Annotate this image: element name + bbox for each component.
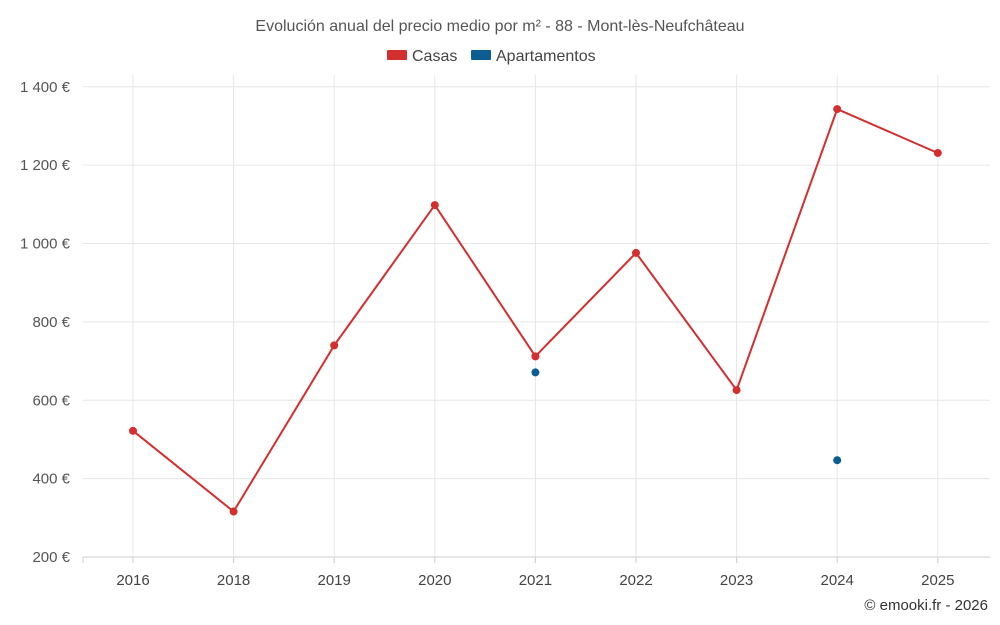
y-tick-label: 1 200 € (20, 157, 71, 174)
y-tick-label: 200 € (32, 549, 70, 566)
legend-label-casas: Casas (412, 48, 457, 65)
data-point-apartamentos[interactable] (833, 456, 842, 465)
y-tick-label: 600 € (32, 392, 70, 409)
x-axis-ticks: 2016 2018 2019 2020 2021 2022 2023 2024 2025 (82, 557, 954, 589)
x-tick-label: 2024 (821, 572, 854, 589)
grid (83, 75, 990, 558)
legend: Casas Apartamentos (387, 48, 596, 65)
y-tick-label: 800 € (32, 314, 70, 331)
y-tick-label: 1 000 € (20, 236, 71, 253)
y-axis-ticks: 200 € 400 € 600 € 800 € 1 000 € 1 200 € 1 400 … (20, 79, 71, 566)
x-tick-label: 2019 (318, 572, 351, 589)
data-point-casas[interactable] (833, 105, 842, 114)
series-casas (129, 105, 942, 516)
x-tick-label: 2018 (217, 572, 250, 589)
data-point-casas[interactable] (933, 148, 942, 157)
x-tick-label: 2020 (418, 572, 451, 589)
legend-item-apartamentos[interactable]: Apartamentos (471, 48, 596, 65)
x-tick-label: 2016 (116, 572, 149, 589)
data-point-casas[interactable] (732, 386, 741, 395)
series (129, 105, 942, 516)
legend-swatch-apartamentos (471, 50, 491, 60)
x-tick-label: 2023 (720, 572, 753, 589)
data-point-casas[interactable] (531, 352, 540, 361)
data-point-apartamentos[interactable] (531, 368, 540, 377)
data-point-casas[interactable] (430, 201, 439, 210)
credit-text: © emooki.fr - 2026 (864, 597, 988, 614)
x-tick-label: 2021 (519, 572, 552, 589)
legend-item-casas[interactable]: Casas (387, 48, 457, 65)
legend-swatch-casas (387, 50, 407, 60)
chart-title: Evolución anual del precio medio por m² … (255, 18, 744, 35)
data-point-casas[interactable] (229, 507, 238, 516)
data-point-casas[interactable] (330, 341, 339, 350)
series-apartamentos (531, 368, 842, 465)
y-tick-label: 400 € (32, 471, 70, 488)
legend-label-apartamentos: Apartamentos (496, 48, 596, 65)
data-point-casas[interactable] (129, 426, 137, 435)
x-tick-label: 2025 (921, 572, 954, 589)
y-tick-label: 1 400 € (20, 79, 71, 96)
data-point-casas[interactable] (632, 248, 640, 257)
x-tick-label: 2022 (619, 572, 652, 589)
